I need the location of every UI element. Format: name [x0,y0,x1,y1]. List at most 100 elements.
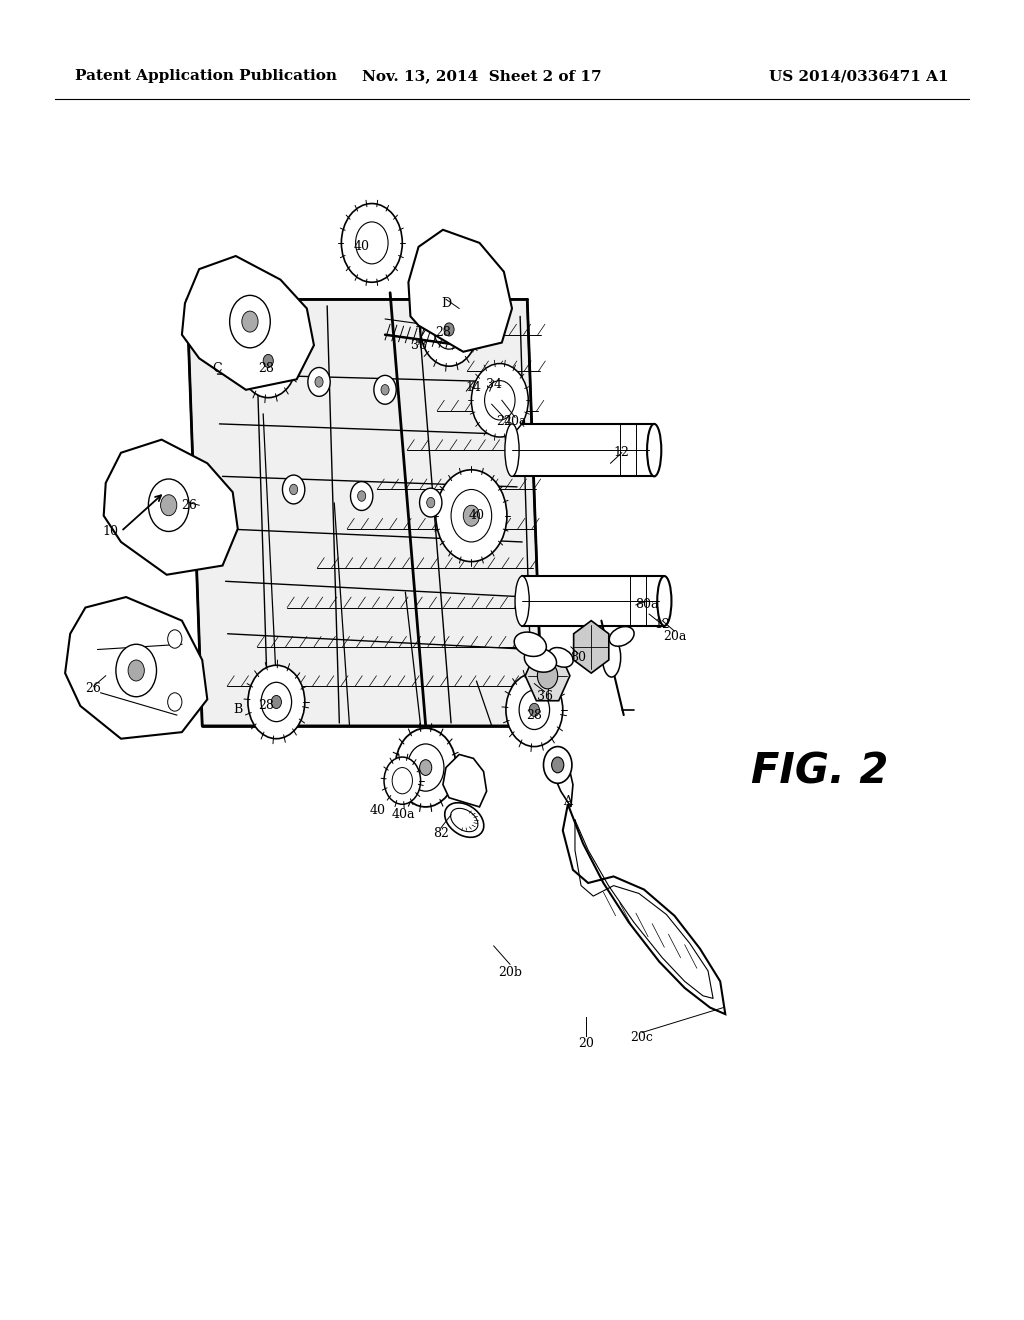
Ellipse shape [505,424,519,477]
Circle shape [506,673,563,747]
Polygon shape [66,597,207,739]
Circle shape [374,375,396,404]
Circle shape [128,660,144,681]
Polygon shape [551,752,573,807]
Polygon shape [512,424,654,477]
Text: 28: 28 [258,362,274,375]
Text: 80: 80 [570,651,586,664]
Text: 38: 38 [411,339,427,351]
Circle shape [229,296,270,348]
Text: C: C [213,362,222,375]
Circle shape [315,376,324,387]
Circle shape [240,325,297,397]
Ellipse shape [515,576,529,626]
Circle shape [261,682,292,722]
Circle shape [392,767,413,793]
Polygon shape [525,651,570,701]
Circle shape [395,729,456,807]
Circle shape [148,479,189,532]
Circle shape [420,488,442,517]
Circle shape [253,342,284,380]
Circle shape [283,475,305,504]
Circle shape [168,693,182,711]
Text: Patent Application Publication: Patent Application Publication [75,70,337,83]
Circle shape [341,203,402,282]
Circle shape [381,384,389,395]
Circle shape [538,663,558,689]
Circle shape [436,470,507,561]
Text: 40a: 40a [504,414,526,428]
Polygon shape [563,804,725,1014]
Polygon shape [182,256,314,389]
Text: FIG. 2: FIG. 2 [751,751,888,792]
Circle shape [420,760,432,775]
Circle shape [271,696,282,709]
Text: 20c: 20c [631,1031,653,1044]
Circle shape [408,744,444,791]
Circle shape [421,293,477,366]
Polygon shape [103,440,238,574]
Text: 14: 14 [465,380,481,393]
Circle shape [242,312,258,333]
Circle shape [544,747,572,783]
Text: Nov. 13, 2014  Sheet 2 of 17: Nov. 13, 2014 Sheet 2 of 17 [361,70,601,83]
Circle shape [529,704,540,717]
Circle shape [290,484,298,495]
Circle shape [434,310,464,348]
Circle shape [384,758,421,804]
Ellipse shape [647,424,662,477]
Circle shape [308,367,330,396]
Ellipse shape [657,576,672,626]
Text: 20: 20 [579,1036,594,1049]
Text: 26: 26 [181,499,197,512]
Text: 28: 28 [435,326,451,339]
Circle shape [519,690,550,730]
Text: 40: 40 [370,804,386,817]
Polygon shape [522,576,665,626]
Text: B: B [233,704,243,717]
Circle shape [350,482,373,511]
Polygon shape [187,300,543,726]
Text: 40a: 40a [391,808,415,821]
Polygon shape [409,230,512,351]
Circle shape [357,491,366,502]
Text: 40: 40 [353,240,370,253]
Text: 40: 40 [468,510,484,523]
Text: 12: 12 [654,618,671,631]
Text: 80a: 80a [635,598,658,611]
Text: D: D [441,297,451,310]
Circle shape [168,630,182,648]
Ellipse shape [514,632,547,656]
Text: 34: 34 [485,378,502,391]
Circle shape [161,495,177,516]
Text: 36: 36 [537,690,553,704]
Circle shape [552,758,564,772]
Text: 12: 12 [613,446,630,459]
Circle shape [116,644,157,697]
Ellipse shape [609,627,634,647]
Ellipse shape [451,808,478,832]
Text: 10: 10 [102,525,119,539]
Polygon shape [573,620,609,673]
Circle shape [463,506,479,527]
Text: 26: 26 [86,682,101,696]
Ellipse shape [524,648,556,672]
Ellipse shape [602,638,621,677]
Circle shape [248,665,305,739]
Circle shape [451,490,492,543]
Text: 22: 22 [496,414,512,428]
Circle shape [444,323,454,337]
Circle shape [355,222,388,264]
Circle shape [427,498,435,508]
Text: 28: 28 [526,709,543,722]
Text: A: A [563,795,572,808]
Polygon shape [443,755,486,807]
Text: US 2014/0336471 A1: US 2014/0336471 A1 [769,70,949,83]
Circle shape [263,354,273,367]
Ellipse shape [548,648,573,667]
Text: 82: 82 [433,826,449,840]
Circle shape [484,380,515,420]
Ellipse shape [444,803,483,837]
Text: 28: 28 [258,700,274,713]
Circle shape [471,363,528,437]
